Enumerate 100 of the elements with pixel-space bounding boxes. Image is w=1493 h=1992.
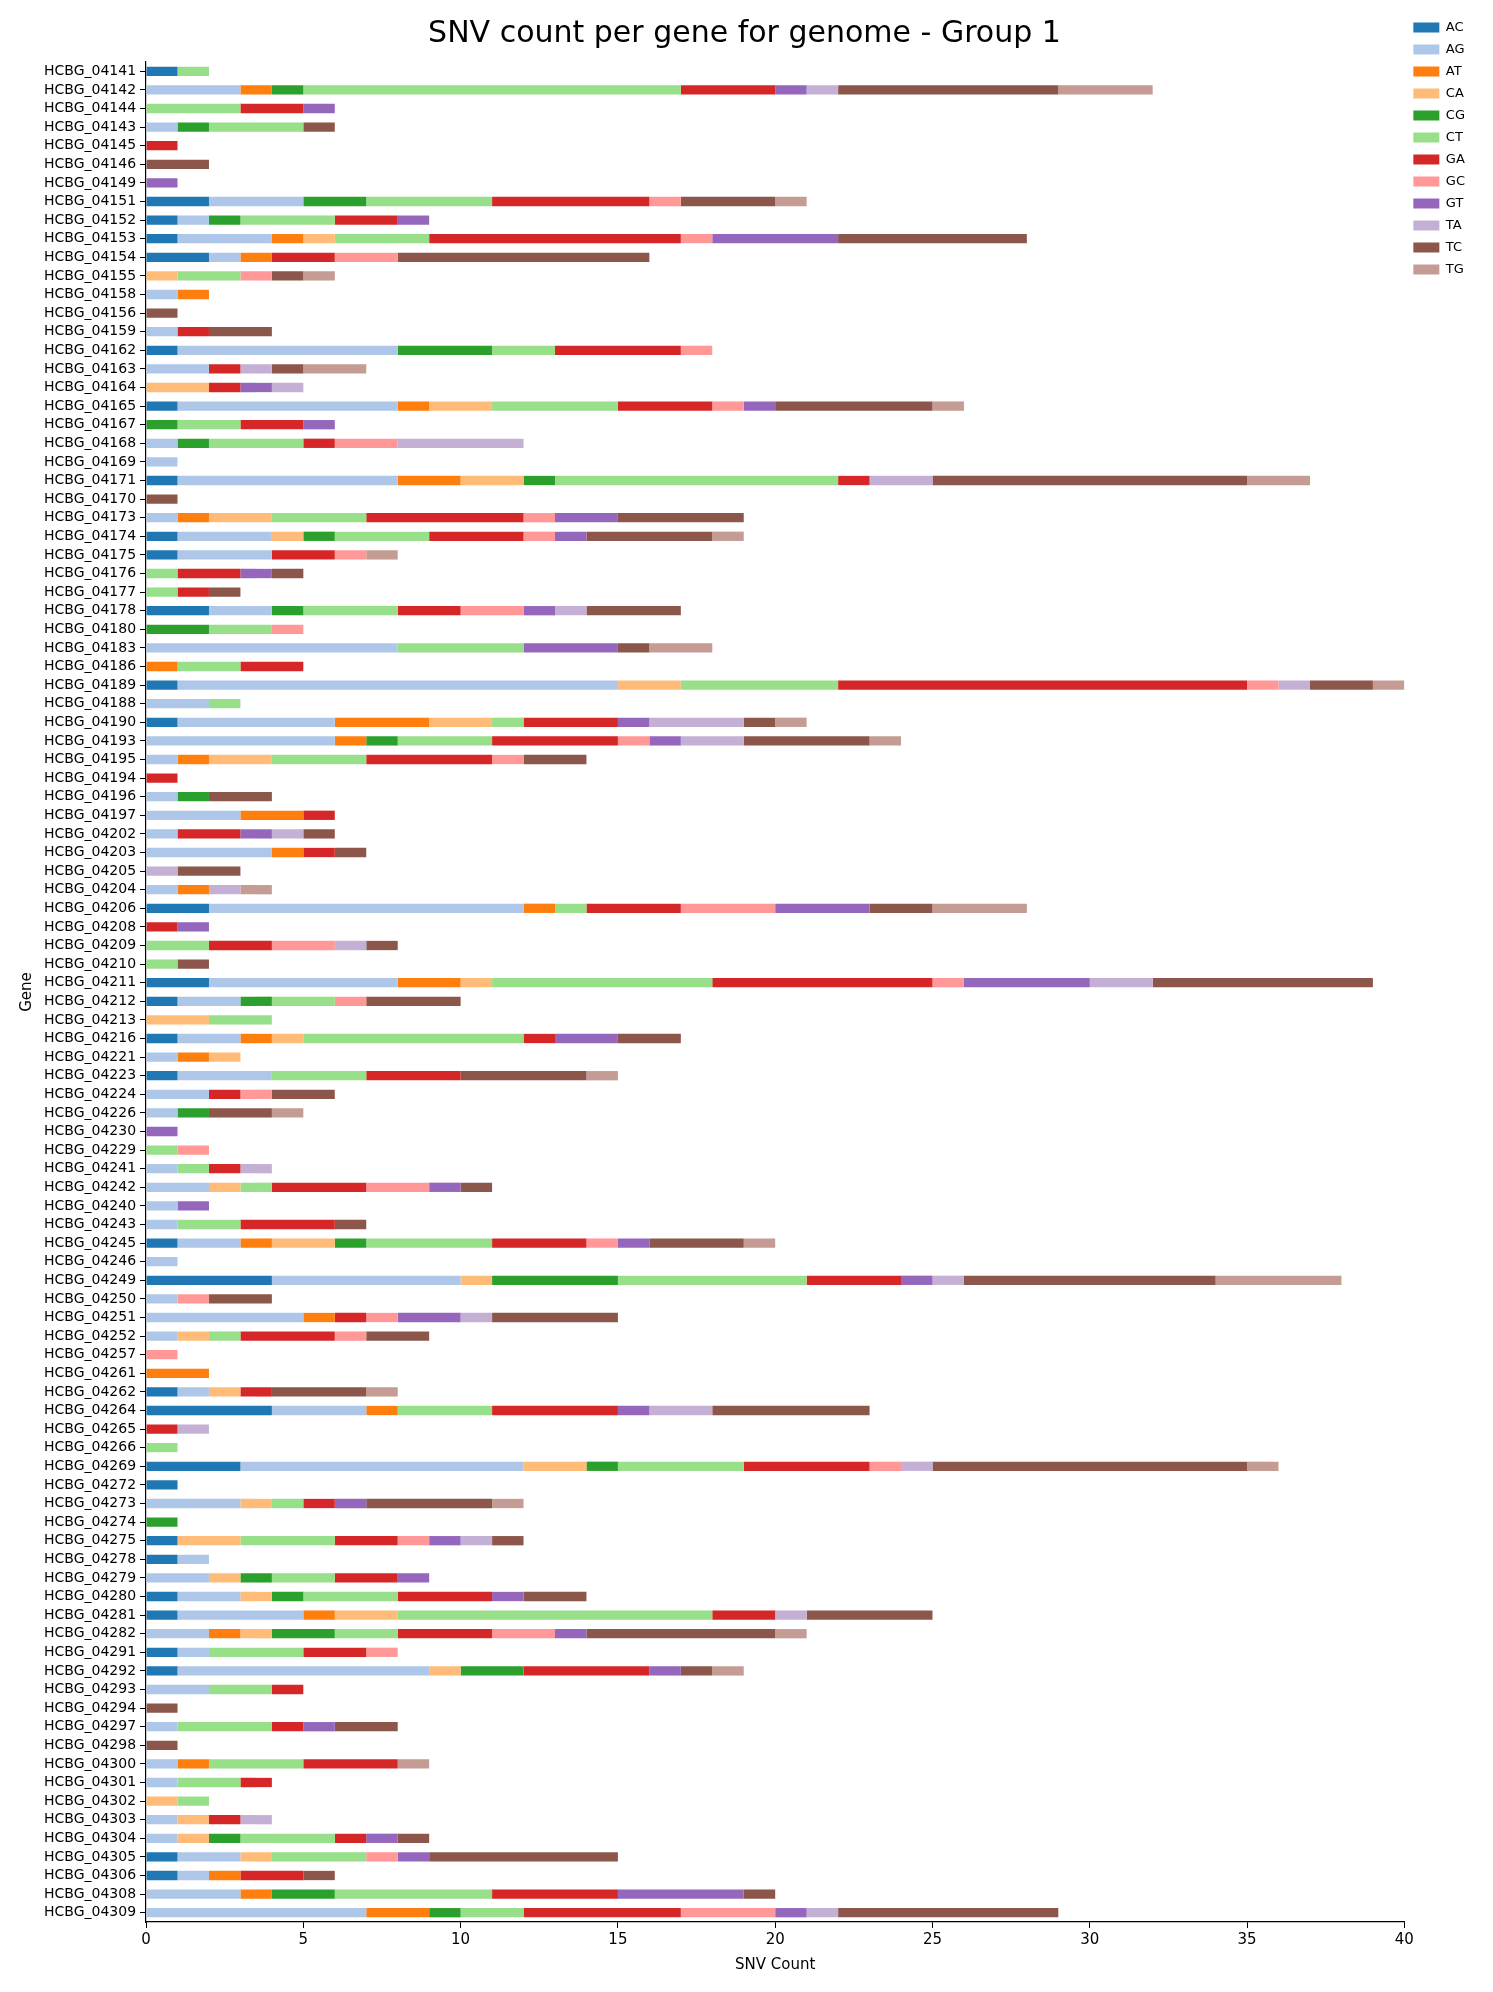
bar: [617, 513, 744, 523]
bar: [146, 1536, 178, 1546]
y-tick-label: HCBG_04278: [44, 1549, 137, 1566]
bar: [366, 754, 493, 765]
bar: [177, 680, 618, 690]
bar: [492, 736, 618, 746]
bar: [586, 1461, 618, 1471]
bar: [146, 773, 178, 783]
bar: [303, 1498, 335, 1509]
bar: [271, 85, 304, 95]
y-tick-label: HCBG_04164: [44, 378, 137, 395]
bar: [492, 401, 618, 411]
bar: [240, 568, 272, 579]
bar: [523, 1461, 587, 1471]
bar: [303, 606, 398, 616]
bar: [146, 959, 178, 969]
bar: [240, 1219, 335, 1230]
bar: [680, 234, 713, 244]
y-tick-label: HCBG_04282: [44, 1624, 137, 1641]
bar: [334, 252, 398, 262]
y-tick-label: HCBG_04206: [44, 898, 137, 915]
bar: [680, 85, 776, 95]
bar: [492, 1536, 524, 1546]
bar: [649, 1405, 713, 1416]
bar: [208, 1647, 304, 1657]
bar: [523, 754, 587, 765]
bar: [303, 1610, 335, 1620]
bar: [838, 680, 1248, 690]
bar: [146, 699, 209, 709]
bar: [303, 1647, 367, 1657]
y-tick-label: HCBG_04273: [44, 1494, 137, 1511]
y-tick-label: HCBG_04264: [44, 1401, 137, 1418]
bar: [146, 1387, 178, 1397]
bar: [869, 475, 933, 486]
y-tick-label: HCBG_04203: [44, 843, 137, 860]
bar: [240, 85, 272, 95]
y-tick-label: HCBG_04183: [44, 638, 137, 655]
bar: [932, 978, 964, 988]
bar: [554, 345, 681, 355]
bar: [146, 736, 335, 746]
bar: [617, 643, 650, 653]
bar: [240, 215, 335, 225]
bar: [177, 661, 241, 672]
y-tick-label: HCBG_04188: [44, 694, 137, 711]
bar: [146, 866, 178, 876]
x-tick-label: 35: [1237, 1929, 1257, 1948]
bar: [177, 1145, 209, 1155]
bar: [366, 1498, 493, 1509]
y-tick-label: HCBG_04176: [44, 564, 137, 581]
bar: [208, 513, 272, 523]
y-tick-label: HCBG_04209: [44, 936, 137, 953]
bar: [492, 1889, 618, 1899]
bar: [271, 550, 335, 560]
bar: [146, 847, 272, 858]
legend-label: TG: [1444, 260, 1464, 276]
y-tick-label: HCBG_04208: [44, 917, 137, 934]
bar: [177, 1331, 209, 1341]
bar: [146, 903, 209, 913]
y-tick-label: HCBG_04303: [44, 1810, 137, 1827]
bar: [303, 438, 335, 448]
y-tick-label: HCBG_04202: [44, 824, 137, 841]
bar: [271, 1071, 367, 1081]
y-tick-label: HCBG_04246: [44, 1252, 137, 1269]
bar: [146, 1219, 178, 1230]
bar: [240, 1573, 272, 1583]
bar: [177, 215, 209, 225]
bar: [177, 66, 209, 76]
bar: [208, 1331, 241, 1341]
bar: [177, 568, 241, 579]
bar: [554, 1033, 618, 1044]
legend-label: AC: [1445, 18, 1464, 34]
y-tick-label: HCBG_04189: [44, 675, 137, 692]
y-tick-label: HCBG_04175: [44, 545, 137, 562]
bar: [492, 754, 524, 765]
bar: [712, 401, 744, 411]
bar: [649, 717, 744, 727]
bar: [146, 978, 209, 988]
bar: [366, 1312, 398, 1323]
bar: [146, 1647, 178, 1657]
bar: [146, 1610, 178, 1620]
bar: [271, 1182, 367, 1192]
bar: [146, 1182, 209, 1192]
bar: [146, 271, 178, 281]
bar: [775, 717, 807, 727]
bar: [146, 1164, 178, 1174]
bar: [240, 103, 304, 114]
bar: [1089, 978, 1153, 988]
bar: [963, 1275, 1216, 1285]
bar: [775, 85, 807, 95]
y-tick-label: HCBG_04280: [44, 1587, 137, 1604]
bar: [617, 1461, 744, 1471]
bar: [429, 717, 493, 727]
y-tick-label: HCBG_04167: [44, 415, 137, 432]
y-tick-label: HCBG_04158: [44, 285, 137, 302]
bar: [240, 996, 272, 1006]
bar: [334, 1331, 367, 1341]
bar: [146, 1015, 209, 1025]
bar: [366, 1908, 430, 1918]
bar: [177, 1647, 209, 1657]
bar: [806, 1610, 933, 1620]
